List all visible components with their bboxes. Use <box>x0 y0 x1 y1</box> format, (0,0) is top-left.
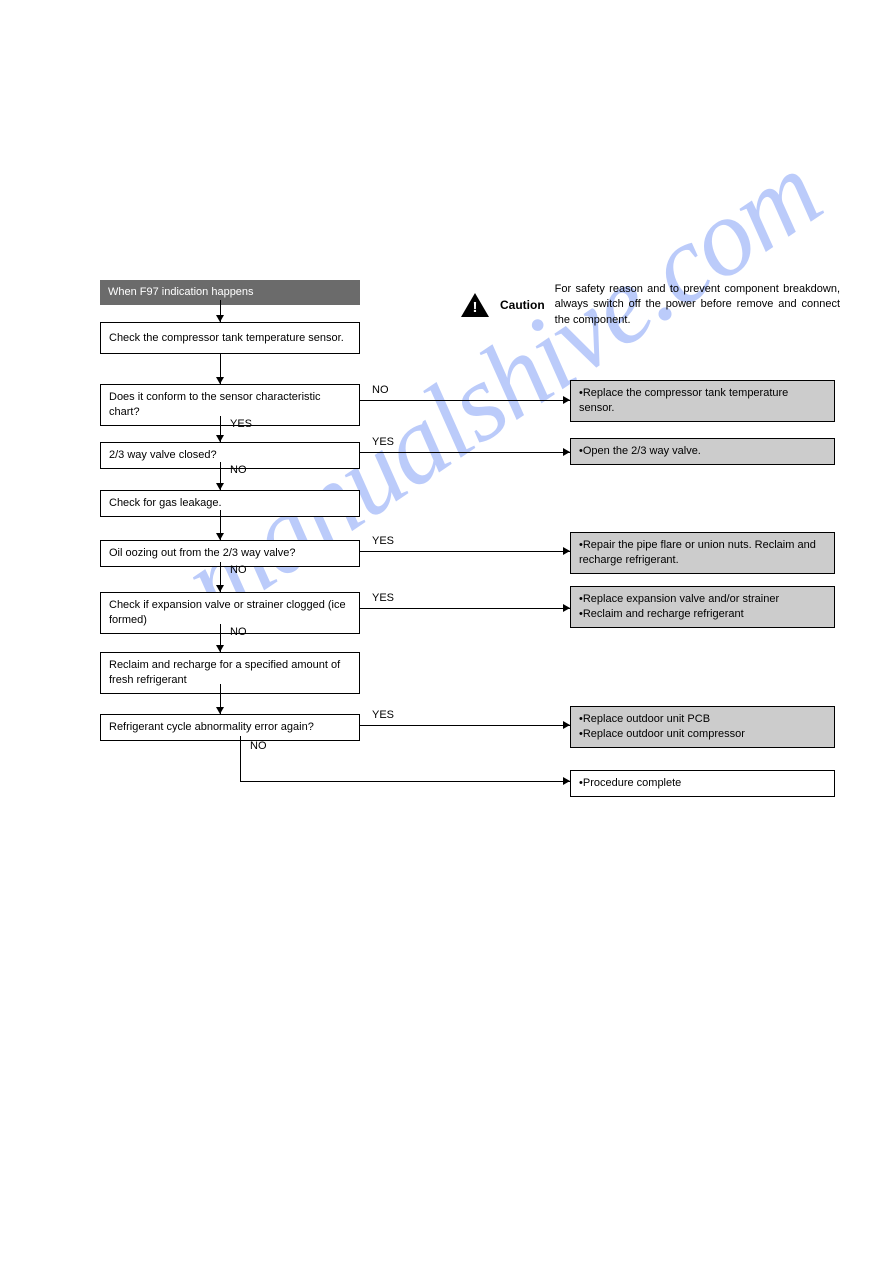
start-box: When F97 indication happens <box>100 280 360 305</box>
edge-label: YES <box>372 535 394 547</box>
valve-closed-branch-target: •Open the 2/3 way valve. <box>570 438 835 465</box>
edge-label: YES <box>372 592 394 604</box>
flowchart-container: When F97 indication happens Check the com… <box>100 280 840 870</box>
edge-label: NO <box>230 564 247 576</box>
edge-label: NO <box>230 464 247 476</box>
cycle-error-elbow-target: •Procedure complete <box>570 770 835 797</box>
cycle-error-branch-target: •Replace outdoor unit PCB•Replace outdoo… <box>570 706 835 748</box>
edge-label: NO <box>230 626 247 638</box>
oil-oozing-branch-target: •Repair the pipe flare or union nuts. Re… <box>570 532 835 574</box>
oil-oozing-box: Oil oozing out from the 2/3 way valve? <box>100 540 360 567</box>
reclaim-box: Reclaim and recharge for a specified amo… <box>100 652 360 694</box>
check-leak-box: Check for gas leakage. <box>100 490 360 517</box>
edge-label: YES <box>372 436 394 448</box>
cycle-error-box: Refrigerant cycle abnormality error agai… <box>100 714 360 741</box>
edge-label: NO <box>250 740 267 752</box>
edge-label: YES <box>230 418 252 430</box>
edge-label: NO <box>372 384 389 396</box>
check-sensor-box: Check the compressor tank temperature se… <box>100 322 360 354</box>
edge-label: YES <box>372 709 394 721</box>
exp-valve-branch-target: •Replace expansion valve and/or strainer… <box>570 586 835 628</box>
conform-chart-branch-target: •Replace the compressor tank temperature… <box>570 380 835 422</box>
